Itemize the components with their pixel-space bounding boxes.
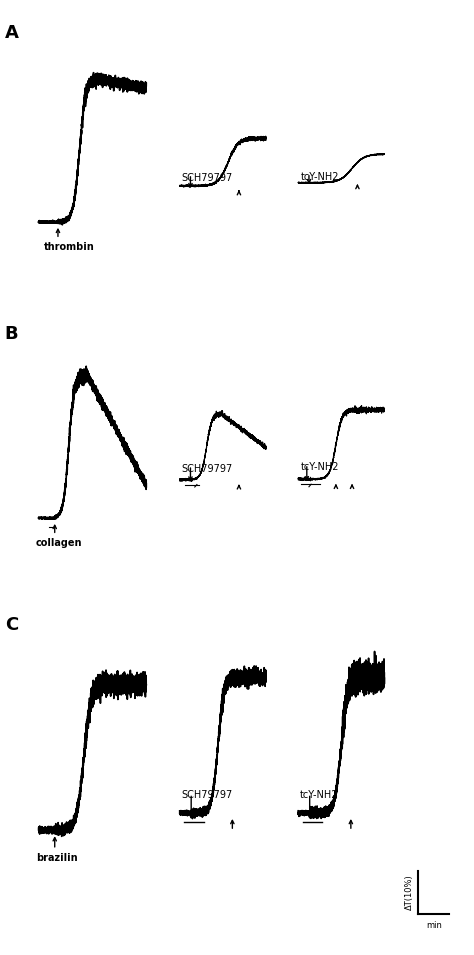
Text: B: B [5,325,18,343]
Text: tcY-NH2: tcY-NH2 [301,462,339,473]
Text: SCH79797: SCH79797 [182,173,233,182]
Text: min: min [426,921,442,930]
Text: ΔT(10%): ΔT(10%) [405,875,414,910]
Text: brazilin: brazilin [36,853,78,863]
Text: SCH79797: SCH79797 [182,791,233,800]
Text: tcY-NH2: tcY-NH2 [301,172,339,181]
Text: SCH79797: SCH79797 [182,463,233,474]
Text: C: C [5,616,18,634]
Text: thrombin: thrombin [44,242,95,252]
Text: collagen: collagen [36,538,82,548]
Text: tcY-NH2: tcY-NH2 [300,791,338,800]
Text: A: A [5,24,18,42]
